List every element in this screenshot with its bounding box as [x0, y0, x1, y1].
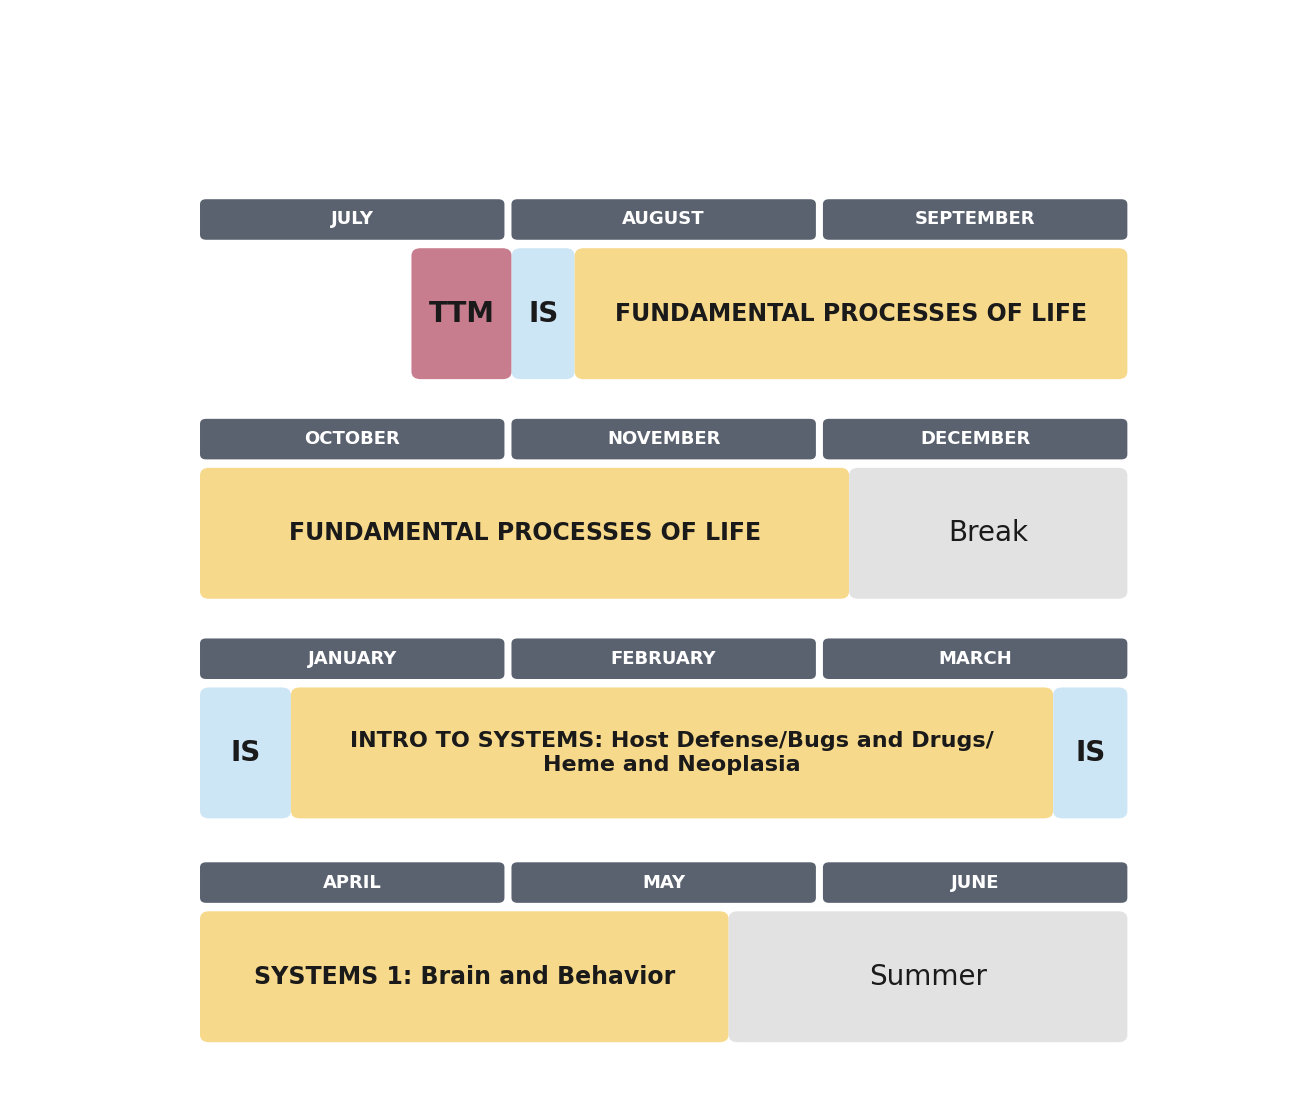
FancyBboxPatch shape: [199, 912, 729, 1042]
FancyBboxPatch shape: [512, 419, 816, 460]
FancyBboxPatch shape: [412, 248, 512, 380]
FancyBboxPatch shape: [199, 862, 505, 903]
FancyBboxPatch shape: [512, 248, 575, 380]
FancyBboxPatch shape: [512, 638, 816, 679]
Text: DECEMBER: DECEMBER: [919, 430, 1031, 448]
FancyBboxPatch shape: [199, 419, 505, 460]
FancyBboxPatch shape: [1053, 688, 1128, 818]
Text: Break: Break: [948, 519, 1028, 547]
Text: FUNDAMENTAL PROCESSES OF LIFE: FUNDAMENTAL PROCESSES OF LIFE: [289, 521, 760, 545]
Text: IS: IS: [1075, 739, 1106, 767]
FancyBboxPatch shape: [822, 419, 1128, 460]
Text: INTRO TO SYSTEMS: Host Defense/Bugs and Drugs/
Heme and Neoplasia: INTRO TO SYSTEMS: Host Defense/Bugs and …: [350, 732, 993, 774]
FancyBboxPatch shape: [199, 200, 505, 240]
Text: JUNE: JUNE: [951, 873, 1000, 892]
FancyBboxPatch shape: [729, 912, 1128, 1042]
FancyBboxPatch shape: [199, 638, 505, 679]
Text: AUGUST: AUGUST: [623, 211, 704, 228]
Text: TTM: TTM: [429, 299, 495, 328]
FancyBboxPatch shape: [575, 248, 1128, 380]
Text: SYSTEMS 1: Brain and Behavior: SYSTEMS 1: Brain and Behavior: [254, 964, 675, 988]
FancyBboxPatch shape: [822, 638, 1128, 679]
Text: Summer: Summer: [869, 963, 987, 991]
FancyBboxPatch shape: [512, 862, 816, 903]
Text: SEPTEMBER: SEPTEMBER: [914, 211, 1036, 228]
FancyBboxPatch shape: [822, 862, 1128, 903]
Text: FUNDAMENTAL PROCESSES OF LIFE: FUNDAMENTAL PROCESSES OF LIFE: [615, 302, 1087, 326]
Text: JANUARY: JANUARY: [307, 649, 396, 668]
Text: OCTOBER: OCTOBER: [304, 430, 400, 448]
FancyBboxPatch shape: [199, 688, 291, 818]
Text: MARCH: MARCH: [939, 649, 1011, 668]
Text: JULY: JULY: [330, 211, 374, 228]
FancyBboxPatch shape: [291, 688, 1053, 818]
Text: APRIL: APRIL: [322, 873, 382, 892]
FancyBboxPatch shape: [822, 200, 1128, 240]
Text: MAY: MAY: [642, 873, 685, 892]
FancyBboxPatch shape: [850, 467, 1128, 599]
Text: FEBRUARY: FEBRUARY: [611, 649, 716, 668]
Text: IS: IS: [528, 299, 558, 328]
FancyBboxPatch shape: [199, 467, 850, 599]
Text: NOVEMBER: NOVEMBER: [607, 430, 720, 448]
FancyBboxPatch shape: [512, 200, 816, 240]
Text: IS: IS: [231, 739, 260, 767]
